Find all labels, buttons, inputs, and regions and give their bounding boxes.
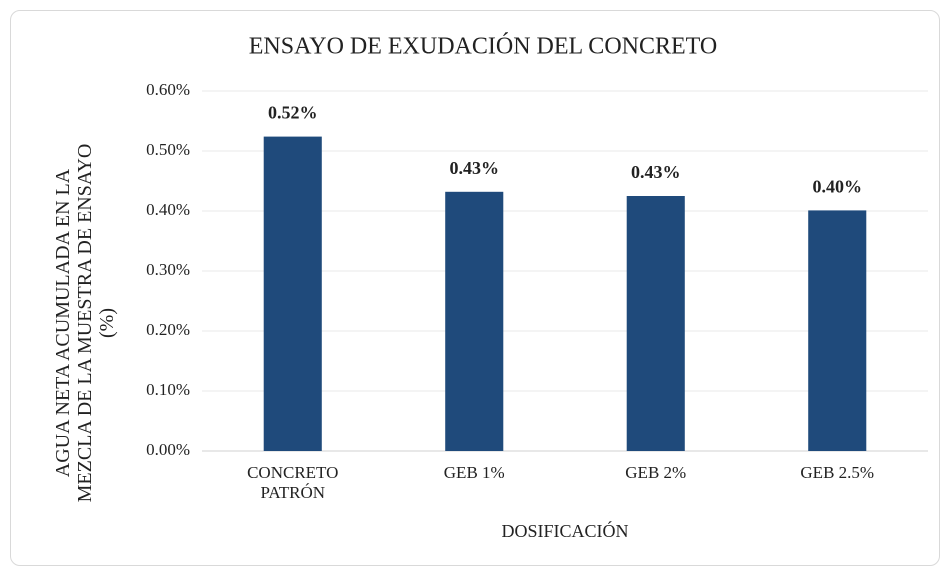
data-label: 0.43% bbox=[450, 158, 500, 178]
y-tick-label: 0.00% bbox=[146, 440, 190, 459]
x-axis-title: DOSIFICACIÓN bbox=[501, 520, 628, 541]
bar bbox=[445, 191, 504, 452]
y-tick-label: 0.20% bbox=[146, 320, 190, 339]
x-tick-label: GEB 1% bbox=[443, 463, 505, 482]
y-tick-label: 0.30% bbox=[146, 260, 190, 279]
data-label: 0.40% bbox=[813, 177, 863, 197]
bar bbox=[263, 136, 322, 451]
x-tick-label: GEB 2.5% bbox=[800, 463, 875, 482]
x-tick-label: CONCRETO PATRÓN bbox=[247, 463, 339, 502]
chart-card bbox=[10, 10, 940, 566]
y-tick-label: 0.60% bbox=[146, 80, 190, 99]
bar bbox=[808, 210, 867, 451]
data-label: 0.43% bbox=[631, 162, 681, 182]
bar bbox=[626, 196, 685, 451]
data-label: 0.52% bbox=[268, 103, 318, 123]
y-axis-title: AGUA NETA ACUMULADA EN LA MEZCLA DE LA M… bbox=[52, 143, 118, 503]
y-tick-label: 0.40% bbox=[146, 200, 190, 219]
y-tick-label: 0.10% bbox=[146, 380, 190, 399]
chart-title: ENSAYO DE EXUDACIÓN DEL CONCRETO bbox=[249, 33, 717, 60]
x-tick-label: GEB 2% bbox=[625, 463, 687, 482]
y-tick-label: 0.50% bbox=[146, 140, 190, 159]
